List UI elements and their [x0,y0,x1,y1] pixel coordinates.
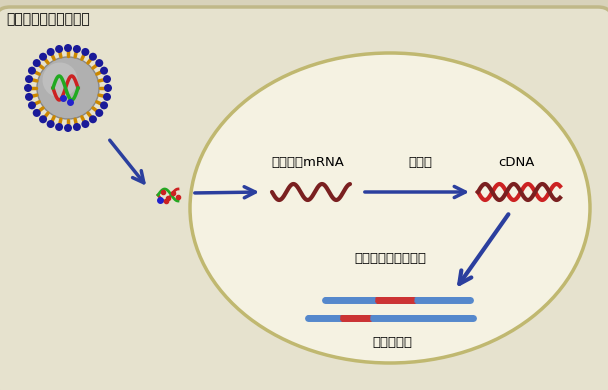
Circle shape [33,109,41,117]
Circle shape [28,67,36,74]
Circle shape [47,48,55,56]
Circle shape [33,59,41,67]
Circle shape [73,45,81,53]
Circle shape [100,101,108,109]
Ellipse shape [43,62,77,98]
Circle shape [39,53,47,61]
Circle shape [64,124,72,132]
Circle shape [24,84,32,92]
Text: cDNA: cDNA [498,156,534,168]
Circle shape [81,120,89,128]
Circle shape [39,115,47,123]
Text: 宿主染色体: 宿主染色体 [372,335,412,349]
Circle shape [95,59,103,67]
Text: ウイルスmRNA: ウイルスmRNA [272,156,345,168]
Circle shape [100,67,108,74]
Circle shape [25,93,33,101]
Circle shape [81,48,89,56]
Text: インテグレーション: インテグレーション [354,252,426,264]
Circle shape [104,84,112,92]
Circle shape [64,44,72,52]
FancyBboxPatch shape [0,7,608,390]
Circle shape [47,120,55,128]
Ellipse shape [190,53,590,363]
Text: 外来性ボルナウイルス: 外来性ボルナウイルス [6,12,90,26]
Circle shape [28,101,36,109]
Circle shape [25,75,33,83]
Circle shape [73,123,81,131]
Circle shape [55,123,63,131]
Circle shape [95,109,103,117]
Ellipse shape [37,57,99,119]
Circle shape [89,115,97,123]
Circle shape [103,75,111,83]
Text: 逆転写: 逆転写 [408,156,432,168]
Circle shape [103,93,111,101]
Circle shape [55,45,63,53]
Circle shape [89,53,97,61]
